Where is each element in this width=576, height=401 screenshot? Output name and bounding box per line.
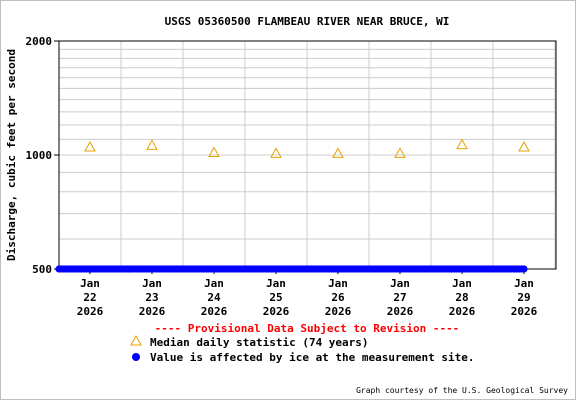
provisional-notice: ---- Provisional Data Subject to Revisio… xyxy=(155,322,460,335)
x-tick-label: 28 xyxy=(455,291,468,304)
legend-median-label: Median daily statistic (74 years) xyxy=(150,336,369,349)
legend-triangle-icon xyxy=(130,334,142,346)
y-axis-label: Discharge, cubic feet per second xyxy=(5,49,18,261)
median-triangle-point xyxy=(394,147,406,158)
x-tick-label: Jan xyxy=(142,277,162,290)
x-tick-label: 29 xyxy=(517,291,530,304)
plot-grid xyxy=(59,40,556,269)
x-tick-label: 2026 xyxy=(263,305,290,318)
y-axis-ticks: 500 1000 2000 xyxy=(26,35,59,276)
median-triangle-point xyxy=(456,138,468,150)
x-tick-label: 2026 xyxy=(449,305,476,318)
chart-marks xyxy=(55,138,530,273)
x-tick-label: 23 xyxy=(145,291,158,304)
x-tick-label: 2026 xyxy=(77,305,104,318)
x-tick-label: Jan xyxy=(204,277,224,290)
courtesy-text: Graph courtesy of the U.S. Geological Su… xyxy=(356,386,568,395)
legend-dot-icon xyxy=(132,353,140,361)
x-tick-label: Jan xyxy=(80,277,100,290)
x-tick-label: 26 xyxy=(331,291,345,304)
y-tick-label: 1000 xyxy=(26,149,53,162)
x-tick-label: 2026 xyxy=(387,305,414,318)
x-tick-label: 27 xyxy=(393,291,406,304)
x-tick-label: Jan xyxy=(266,277,286,290)
x-tick-label: Jan xyxy=(452,277,472,290)
median-triangle-point xyxy=(518,140,530,152)
chart-title: USGS 05360500 FLAMBEAU RIVER NEAR BRUCE,… xyxy=(165,15,450,28)
x-tick-label: 2026 xyxy=(139,305,166,318)
median-triangle-point xyxy=(146,139,158,150)
x-tick-label: 24 xyxy=(207,291,221,304)
legend-ice-label: Value is affected by ice at the measurem… xyxy=(150,351,475,364)
x-tick-label: 2026 xyxy=(201,305,228,318)
ice-value-dot xyxy=(520,265,528,273)
x-tick-label: Jan xyxy=(514,277,534,290)
x-tick-label: 22 xyxy=(83,291,96,304)
x-tick-label: 2026 xyxy=(511,305,538,318)
x-axis-ticks: Jan222026Jan232026Jan242026Jan252026Jan2… xyxy=(77,269,538,318)
x-tick-label: Jan xyxy=(328,277,348,290)
y-tick-label: 2000 xyxy=(26,35,53,48)
median-triangle-point xyxy=(208,146,220,158)
x-tick-label: 2026 xyxy=(325,305,352,318)
median-triangle-point xyxy=(84,140,96,152)
legend: Median daily statistic (74 years) Value … xyxy=(130,334,475,364)
median-triangle-point xyxy=(332,147,344,158)
x-tick-label: Jan xyxy=(390,277,410,290)
x-tick-label: 25 xyxy=(269,291,282,304)
median-triangle-point xyxy=(270,147,282,158)
y-tick-label: 500 xyxy=(32,263,52,276)
